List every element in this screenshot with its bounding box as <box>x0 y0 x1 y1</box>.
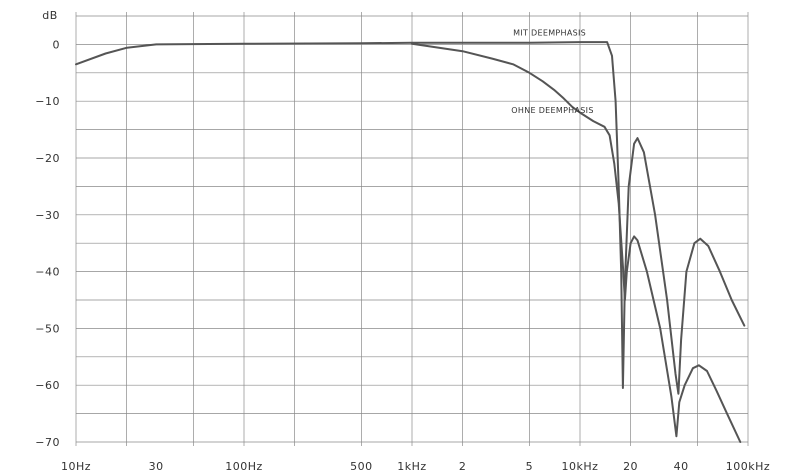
y-axis-label: dB <box>42 9 58 22</box>
y-tick-label: −40 <box>35 266 60 279</box>
y-tick-label: 0 <box>53 38 61 51</box>
x-tick-label: 500 <box>350 460 373 473</box>
x-tick-label: 10kHz <box>562 460 599 473</box>
series-line-ohne-deemphasis <box>411 42 742 443</box>
x-tick-label: 20 <box>623 460 638 473</box>
x-tick-label: 40 <box>674 460 689 473</box>
series-line-mit-deemphasis <box>75 41 746 395</box>
y-tick-label: −10 <box>35 95 60 108</box>
curves <box>75 41 746 443</box>
x-tick-label: 5 <box>526 460 534 473</box>
x-tick-label: 100Hz <box>225 460 263 473</box>
series-label-ohne-deemphasis: OHNE DEEMPHASIS <box>511 106 593 115</box>
y-tick-label: −70 <box>35 436 60 449</box>
series-label-mit-deemphasis: MIT DEEMPHASIS <box>513 28 586 37</box>
x-tick-label: 2 <box>459 460 467 473</box>
y-tick-label: −20 <box>35 152 60 165</box>
x-tick-label: 100kHz <box>726 460 770 473</box>
x-tick-label: 30 <box>149 460 164 473</box>
y-tick-label: −30 <box>35 209 60 222</box>
y-tick-label: −50 <box>35 322 60 335</box>
grid <box>75 12 749 446</box>
x-tick-label: 1kHz <box>397 460 426 473</box>
y-tick-label: −60 <box>35 379 60 392</box>
x-tick-label: 10Hz <box>61 460 91 473</box>
